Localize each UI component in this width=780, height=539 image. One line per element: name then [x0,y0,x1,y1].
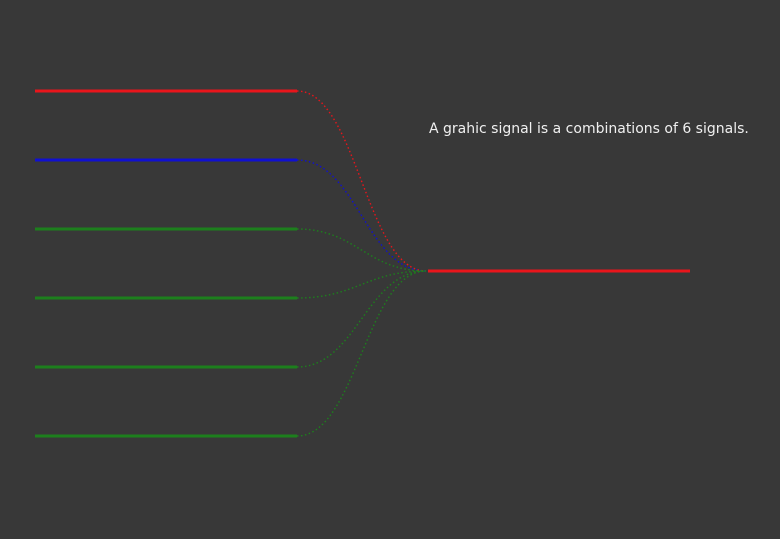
signal-1-connector [296,90,427,272]
signal-2-connector [296,159,427,272]
connector-group [296,90,427,437]
signal-3-connector [296,228,427,272]
input-signal-group [35,89,297,438]
signal-5-connector [296,270,427,368]
signal-4-connector [296,270,427,299]
signal-6-connector [296,270,427,437]
caption-text: A grahic signal is a combinations of 6 s… [429,121,749,137]
